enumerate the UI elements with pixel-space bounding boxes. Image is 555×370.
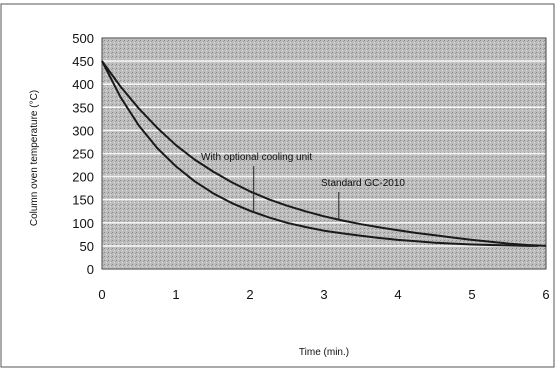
annotation-label: With optional cooling unit xyxy=(201,152,312,163)
y-tick-label: 50 xyxy=(80,239,94,254)
y-tick-label: 150 xyxy=(72,193,94,208)
y-tick-label: 400 xyxy=(72,77,94,92)
y-axis-title: Column oven temperature (°C) xyxy=(29,90,40,226)
y-tick-label: 200 xyxy=(72,170,94,185)
series-line-1 xyxy=(101,60,539,247)
x-tick-labels: 0 1 2 3 4 5 6 xyxy=(98,287,549,302)
y-tick-label: 0 xyxy=(87,262,94,277)
x-tick-label: 5 xyxy=(468,287,475,302)
y-tick-label: 500 xyxy=(72,31,94,46)
x-tick-label: 0 xyxy=(98,287,105,302)
y-tick-label: 250 xyxy=(72,147,94,162)
x-tick-label: 1 xyxy=(172,287,179,302)
y-tick-label: 450 xyxy=(72,54,94,69)
plot-frame xyxy=(101,37,547,270)
annotations: With optional cooling unit Standard GC-20… xyxy=(201,152,405,221)
y-tick-labels: 0 50 100 150 200 250 300 350 400 450 500 xyxy=(72,31,94,277)
x-tick-label: 4 xyxy=(394,287,401,302)
x-tick-label: 3 xyxy=(320,287,327,302)
gridlines xyxy=(101,37,547,270)
x-axis-title: Time (min.) xyxy=(299,347,349,358)
series-line-2 xyxy=(101,60,547,247)
x-tick-label: 2 xyxy=(246,287,253,302)
y-tick-label: 350 xyxy=(72,100,94,115)
series-lines xyxy=(101,60,547,247)
y-tick-label: 100 xyxy=(72,216,94,231)
y-tick-label: 300 xyxy=(72,123,94,138)
x-tick-label: 6 xyxy=(542,287,549,302)
annotation-label: Standard GC-2010 xyxy=(321,178,405,189)
